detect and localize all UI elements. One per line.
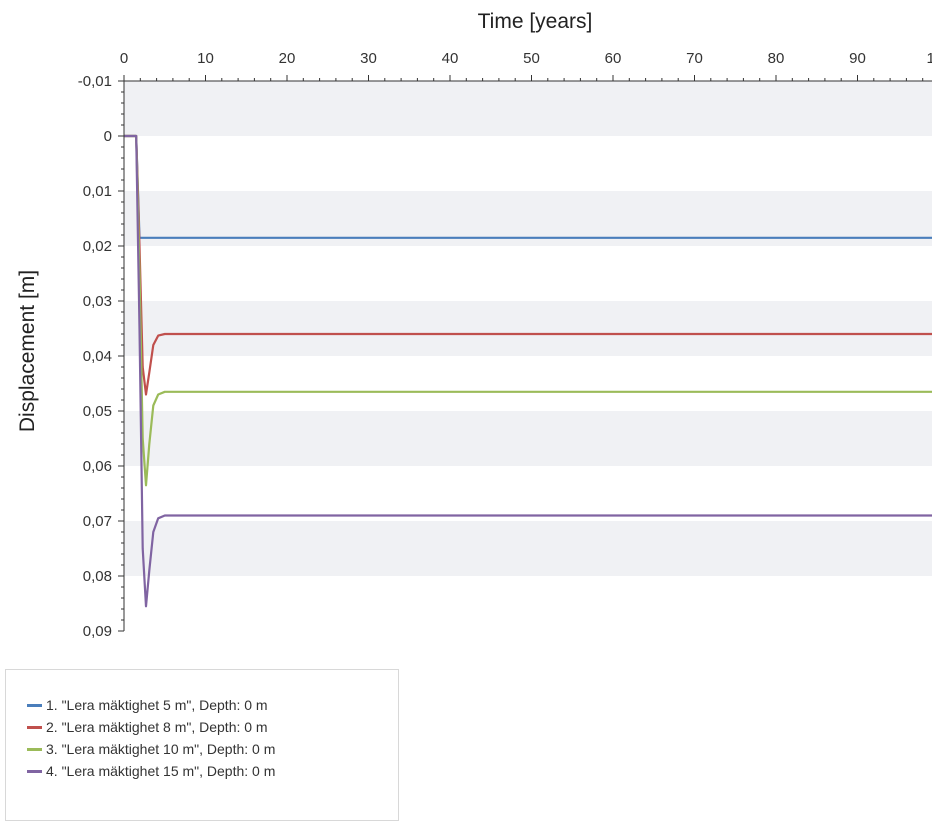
x-tick-label: 80 (768, 50, 785, 67)
y-tick-label: 0,02 (83, 238, 112, 255)
x-tick-label: 0 (120, 50, 128, 67)
legend-item: 4. "Lera mäktighet 15 m", Depth: 0 m (27, 760, 275, 782)
grid-band (124, 301, 932, 356)
y-axis-title: Displacement [m] (16, 270, 39, 432)
x-tick-label: 50 (523, 50, 540, 67)
y-tick-label: 0,06 (83, 458, 112, 475)
x-tick-label: 10 (197, 50, 214, 67)
series-line-4 (124, 134, 932, 608)
y-tick-label: 0,09 (83, 623, 112, 640)
legend-label: 2. "Lera mäktighet 8 m", Depth: 0 m (46, 719, 268, 735)
legend-swatch (27, 747, 42, 751)
grid-band (124, 81, 932, 136)
x-tick-label: 90 (849, 50, 866, 67)
legend: 1. "Lera mäktighet 5 m", Depth: 0 m 2. "L… (5, 669, 399, 821)
y-tick-label: 0,08 (83, 568, 112, 585)
legend-label: 4. "Lera mäktighet 15 m", Depth: 0 m (46, 763, 276, 779)
x-tick-label: 20 (279, 50, 296, 67)
y-tick-label: 0,04 (83, 348, 112, 365)
legend-swatch (27, 703, 42, 707)
x-axis-title: Time [years] (478, 10, 593, 33)
legend-label: 3. "Lera mäktighet 10 m", Depth: 0 m (46, 741, 276, 757)
legend-item: 2. "Lera mäktighet 8 m", Depth: 0 m (27, 716, 275, 738)
y-tick-label: 0,07 (83, 513, 112, 530)
x-tick-label: 100 (926, 50, 932, 67)
displacement-chart: 0 10 20 30 40 50 60 70 80 90 100 -0,01 0 0,01 0,02 0,03… (16, 10, 932, 640)
x-tick-label: 60 (605, 50, 622, 67)
grid-bands (124, 81, 932, 576)
y-tick-label: 0,01 (83, 183, 112, 200)
legend-label: 1. "Lera mäktighet 5 m", Depth: 0 m (46, 697, 268, 713)
y-tick-label: 0,03 (83, 293, 112, 310)
grid-band (124, 521, 932, 576)
legend-item: 1. "Lera mäktighet 5 m", Depth: 0 m (27, 694, 275, 716)
legend-swatch (27, 769, 42, 773)
x-tick-label: 70 (686, 50, 703, 67)
series-layer (124, 134, 932, 608)
x-tick-label: 30 (360, 50, 377, 67)
ticks: 0 10 20 30 40 50 60 70 80 90 100 -0,01 0 0,01 0,02 0,03… (78, 50, 932, 640)
legend-swatch (27, 725, 42, 729)
grid-band (124, 411, 932, 466)
y-tick-label: 0 (104, 128, 112, 145)
y-tick-label: -0,01 (78, 73, 112, 90)
legend-item: 3. "Lera mäktighet 10 m", Depth: 0 m (27, 738, 275, 760)
x-tick-label: 40 (442, 50, 459, 67)
y-tick-label: 0,05 (83, 403, 112, 420)
legend-list: 1. "Lera mäktighet 5 m", Depth: 0 m 2. "L… (27, 694, 275, 782)
